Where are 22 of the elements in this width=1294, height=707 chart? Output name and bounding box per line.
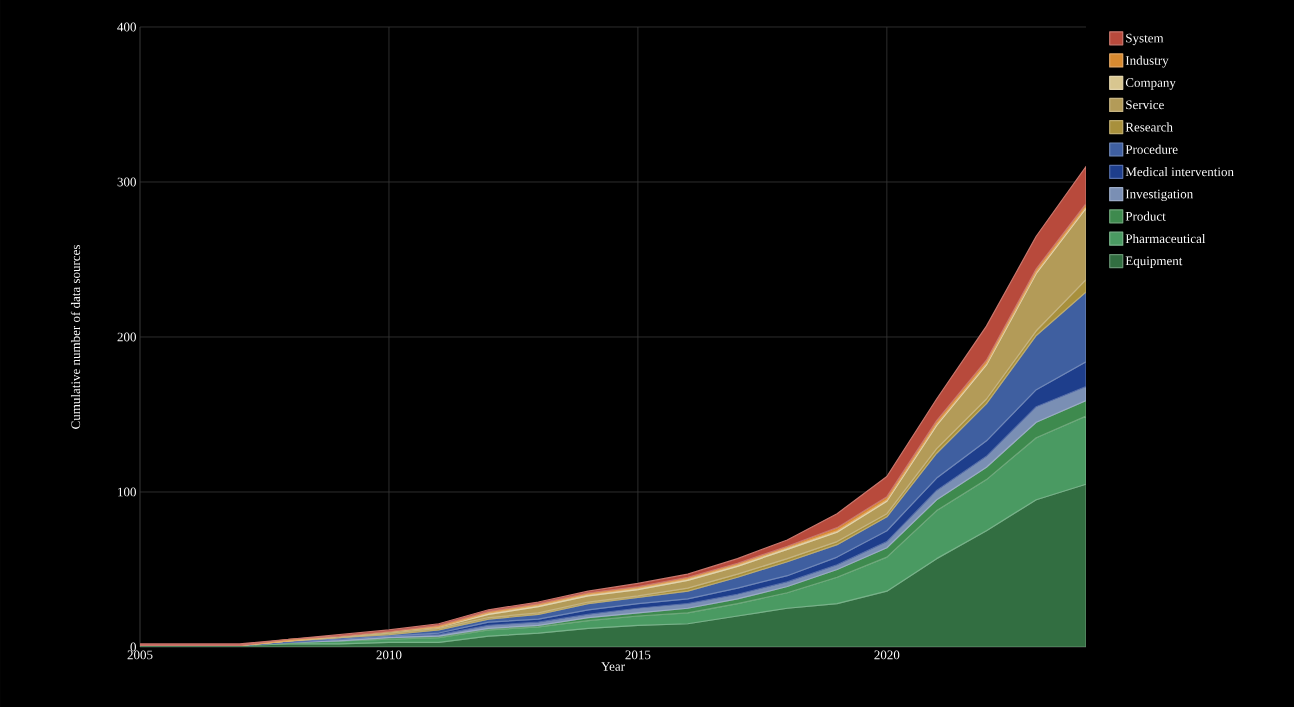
y-tick-label: 200 bbox=[117, 332, 136, 342]
legend-label: Pharmaceutical bbox=[1125, 233, 1206, 244]
x-axis-title: Year bbox=[601, 662, 625, 671]
legend-label: Company bbox=[1125, 78, 1176, 90]
y-tick-label: 0 bbox=[130, 642, 136, 652]
y-tick-label: 300 bbox=[117, 177, 136, 187]
legend-label: System bbox=[1126, 33, 1164, 46]
y-axis-title: Cumulative number of data sources bbox=[70, 245, 81, 429]
x-tick-label: 2010 bbox=[376, 650, 402, 660]
x-tick-label: 2005 bbox=[127, 650, 153, 660]
legend-label: Equipment bbox=[1125, 256, 1183, 268]
legend-label: Service bbox=[1126, 100, 1164, 110]
x-tick-label: 2015 bbox=[625, 650, 651, 660]
y-tick-label: 100 bbox=[118, 487, 136, 497]
legend-label: Industry bbox=[1125, 55, 1169, 68]
y-tick-label: 400 bbox=[117, 22, 136, 32]
legend-label: Procedure bbox=[1125, 144, 1178, 154]
x-tick-label: 2020 bbox=[874, 650, 900, 660]
legend-label: Product bbox=[1125, 211, 1166, 221]
legend-label: Research bbox=[1125, 122, 1173, 132]
legend-label: Investigation bbox=[1125, 189, 1194, 202]
legend-label: Medical intervention bbox=[1125, 167, 1234, 177]
